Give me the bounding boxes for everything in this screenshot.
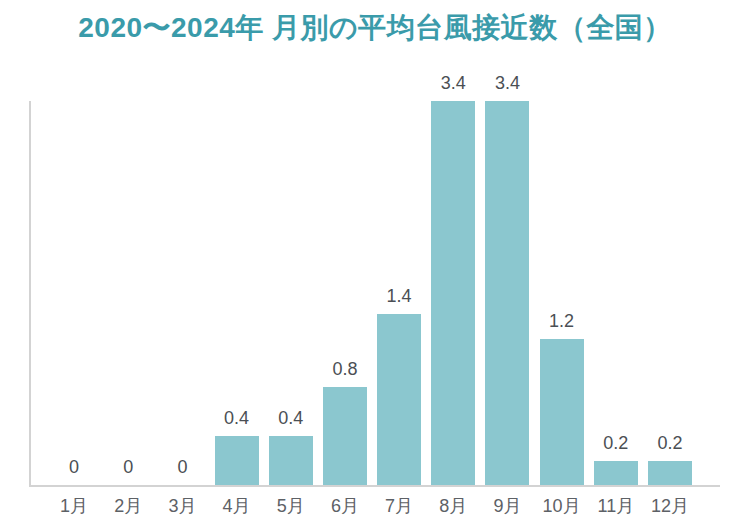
x-tick-label: 5月 [264, 497, 318, 515]
bar-column: 02月 [101, 101, 155, 485]
bar-value-label: 0 [155, 458, 209, 476]
bar-value-label: 0.8 [318, 360, 372, 378]
y-axis-line [29, 101, 31, 485]
bar-column: 0.86月 [318, 101, 372, 485]
bar-value-label: 0.4 [210, 409, 264, 427]
x-axis-line [29, 485, 720, 487]
bar [540, 339, 584, 485]
x-tick-label: 2月 [101, 497, 155, 515]
x-tick-label: 4月 [210, 497, 264, 515]
bar [648, 461, 692, 485]
plot-area: 01月02月03月0.44月0.45月0.86月1.47月3.48月3.49月1… [29, 101, 720, 485]
bars-row: 01月02月03月0.44月0.45月0.86月1.47月3.48月3.49月1… [47, 101, 697, 485]
chart-container: 2020〜2024年 月別の平均台風接近数（全国） 01月02月03月0.44月… [0, 0, 750, 520]
bar-column: 0.44月 [210, 101, 264, 485]
bar-value-label: 0.4 [264, 409, 318, 427]
bar-value-label: 0 [47, 458, 101, 476]
bar [323, 387, 367, 485]
bar-column: 1.210月 [535, 101, 589, 485]
bar-column: 0.45月 [264, 101, 318, 485]
bar-value-label: 0.2 [589, 434, 643, 452]
bar [215, 436, 259, 485]
x-tick-label: 12月 [643, 497, 697, 515]
bar [377, 314, 421, 485]
bar-value-label: 0.2 [643, 434, 697, 452]
x-tick-label: 6月 [318, 497, 372, 515]
bar-column: 3.48月 [426, 101, 480, 485]
bar [269, 436, 313, 485]
bar-value-label: 3.4 [480, 74, 534, 92]
bar [485, 101, 529, 485]
bar-column: 03月 [155, 101, 209, 485]
bar-column: 3.49月 [480, 101, 534, 485]
x-tick-label: 7月 [372, 497, 426, 515]
chart-title: 2020〜2024年 月別の平均台風接近数（全国） [0, 9, 750, 47]
bar [431, 101, 475, 485]
x-tick-label: 3月 [155, 497, 209, 515]
x-tick-label: 8月 [426, 497, 480, 515]
bar-column: 0.211月 [589, 101, 643, 485]
x-tick-label: 11月 [589, 497, 643, 515]
bar-column: 1.47月 [372, 101, 426, 485]
bar-value-label: 0 [101, 458, 155, 476]
bar-value-label: 1.4 [372, 287, 426, 305]
bar [594, 461, 638, 485]
bar-column: 01月 [47, 101, 101, 485]
bar-value-label: 1.2 [535, 312, 589, 330]
bar-column: 0.212月 [643, 101, 697, 485]
x-tick-label: 10月 [535, 497, 589, 515]
bar-value-label: 3.4 [426, 74, 480, 92]
x-tick-label: 1月 [47, 497, 101, 515]
x-tick-label: 9月 [480, 497, 534, 515]
